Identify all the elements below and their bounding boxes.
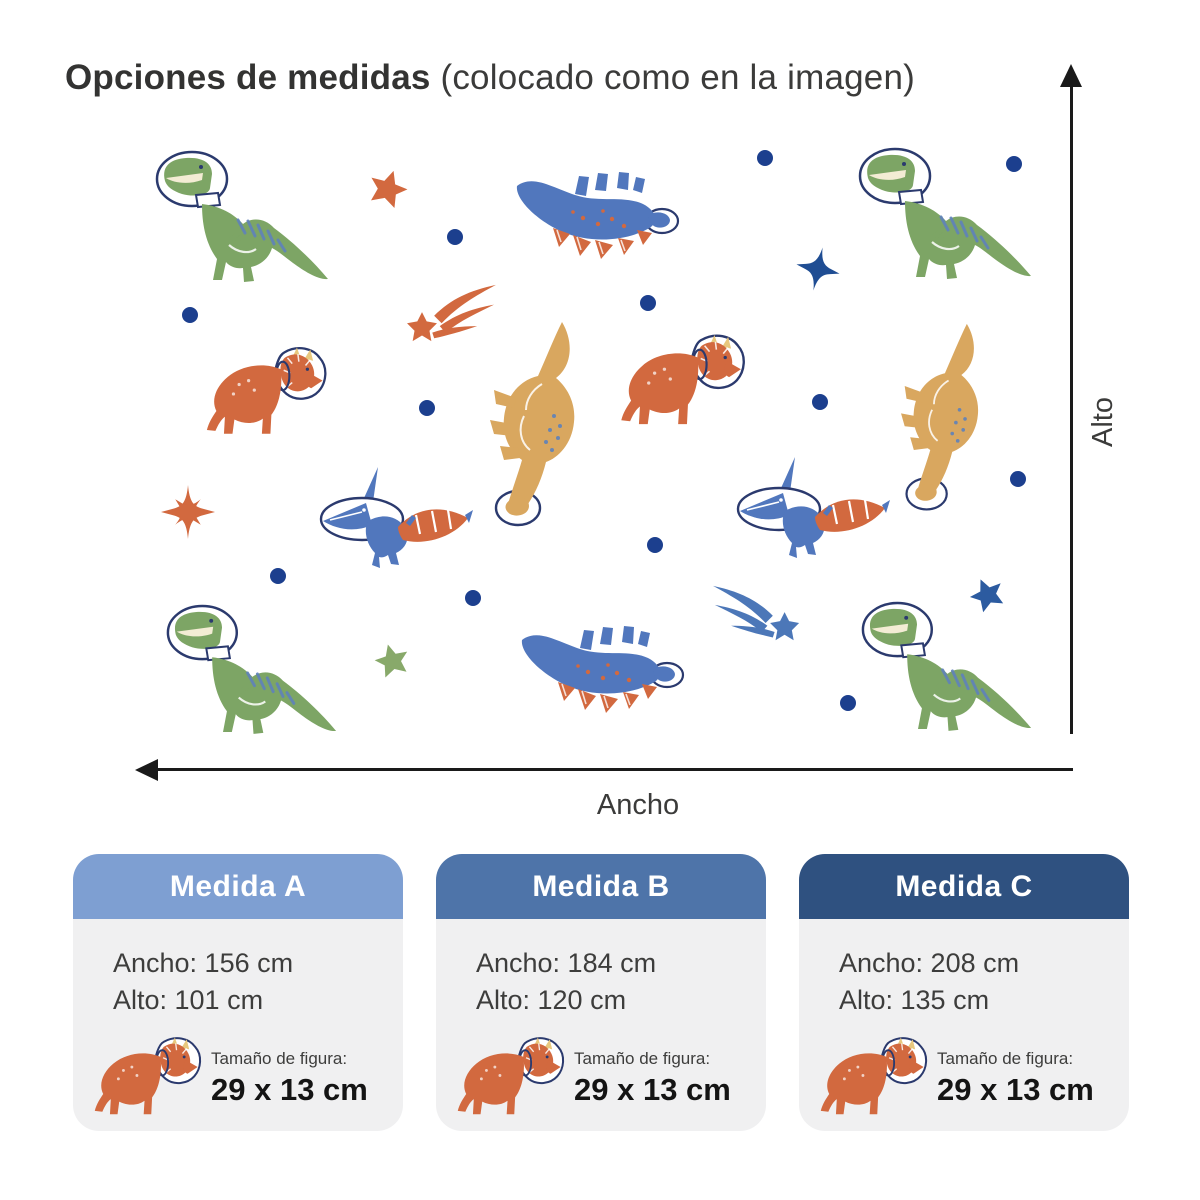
ancho-axis-label: Ancho: [596, 789, 680, 821]
alto-value: Alto: 135 cm: [839, 985, 990, 1015]
trex-icon: [858, 147, 1033, 280]
dot-icon: [640, 295, 656, 311]
ancho-arrowhead-icon: [135, 759, 158, 781]
figure-size-row: Tamaño de figura: 29 x 13 cm: [456, 1035, 756, 1121]
card-header[interactable]: Medida C: [799, 854, 1129, 919]
alto-arrowhead-icon: [1060, 64, 1082, 87]
size-card-medida-c[interactable]: Medida C Ancho: 208 cm Alto: 135 cm Tama…: [799, 854, 1129, 1131]
alto-axis-label: Alto: [1086, 397, 1119, 447]
ancho-value: Ancho: 184 cm: [476, 948, 657, 978]
dot-icon: [447, 229, 463, 245]
page-title: Opciones de medidas (colocado como en la…: [65, 58, 915, 98]
ancho-value: Ancho: 208 cm: [839, 948, 1020, 978]
trex-icon: [165, 604, 339, 735]
dot-icon: [270, 568, 286, 584]
title-bold: Opciones de medidas: [65, 58, 431, 97]
brachiosaurus-icon: [899, 322, 980, 511]
dot-icon: [182, 307, 198, 323]
ancho-value: Ancho: 156 cm: [113, 948, 294, 978]
figure-size-label: Tamaño de figura:: [937, 1048, 1074, 1068]
triceratops-icon: [205, 346, 327, 435]
figure-size-label: Tamaño de figura:: [211, 1048, 348, 1068]
stegosaurus-icon: [520, 624, 685, 714]
dot-icon: [419, 400, 435, 416]
dot-icon: [840, 695, 856, 711]
alto-axis-line: [1070, 84, 1073, 734]
sparkle-icon: [161, 485, 215, 539]
alto-value: Alto: 101 cm: [113, 985, 264, 1015]
card-body: Ancho: 208 cm Alto: 135 cm Tamaño de fig…: [799, 919, 1129, 1131]
figure-size-value: 29 x 13 cm: [937, 1071, 1094, 1107]
figure-size-row: Tamaño de figura: 29 x 13 cm: [819, 1035, 1119, 1121]
triceratops-icon: [819, 1035, 933, 1121]
figure-size-label: Tamaño de figura:: [574, 1048, 711, 1068]
dot-icon: [812, 394, 828, 410]
size-card-medida-a[interactable]: Medida A Ancho: 156 cm Alto: 101 cm Tama…: [73, 854, 403, 1131]
ancho-axis-line: [156, 768, 1073, 771]
figure-size-row: Tamaño de figura: 29 x 13 cm: [93, 1035, 393, 1121]
card-body: Ancho: 184 cm Alto: 120 cm Tamaño de fig…: [436, 919, 766, 1131]
star-icon: [965, 572, 1009, 615]
size-card-medida-b[interactable]: Medida B Ancho: 184 cm Alto: 120 cm Tama…: [436, 854, 766, 1131]
shooting-star-icon: [407, 284, 496, 342]
dot-icon: [1006, 156, 1022, 172]
triceratops-icon: [620, 333, 745, 426]
trex-icon: [860, 601, 1034, 733]
title-subtitle: (colocado como en la imagen): [430, 58, 915, 97]
card-header[interactable]: Medida A: [73, 854, 403, 919]
dot-icon: [647, 537, 663, 553]
figure-size-value: 29 x 13 cm: [211, 1071, 368, 1107]
pterodactyl-icon: [319, 465, 473, 570]
dot-icon: [757, 150, 773, 166]
alto-value: Alto: 120 cm: [476, 985, 627, 1015]
star-icon: [371, 640, 413, 680]
card-header[interactable]: Medida B: [436, 854, 766, 919]
card-body: Ancho: 156 cm Alto: 101 cm Tamaño de fig…: [73, 919, 403, 1131]
stegosaurus-icon: [515, 170, 680, 260]
dot-icon: [465, 590, 481, 606]
pterodactyl-icon: [736, 455, 890, 560]
triceratops-icon: [93, 1035, 207, 1121]
decal-pattern-preview: [155, 147, 1034, 735]
sparkle-icon: [791, 242, 845, 296]
triceratops-icon: [456, 1035, 570, 1121]
figure-size-value: 29 x 13 cm: [574, 1071, 731, 1107]
trex-icon: [155, 150, 330, 283]
brachiosaurus-icon: [488, 320, 576, 527]
size-cards-row: Medida A Ancho: 156 cm Alto: 101 cm Tama…: [73, 854, 1129, 1131]
dot-icon: [1010, 471, 1026, 487]
star-icon: [364, 165, 412, 211]
shooting-star-icon: [713, 585, 800, 641]
